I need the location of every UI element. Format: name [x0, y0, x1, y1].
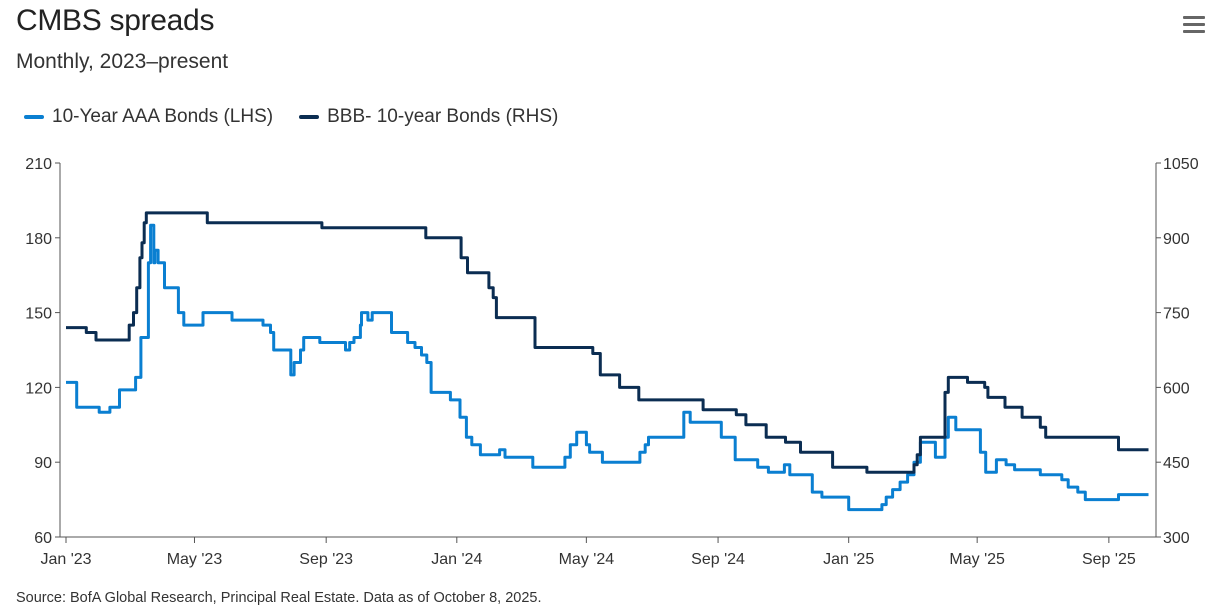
series-line-bbb [66, 211, 1149, 474]
x-tick-label: May '24 [559, 551, 615, 568]
left-tick-label: 120 [25, 380, 52, 397]
left-tick-label: 90 [34, 455, 52, 472]
right-tick-label: 900 [1163, 231, 1190, 248]
chart-subtitle: Monthly, 2023–present [16, 50, 229, 73]
legend: 10-Year AAA Bonds (LHS) BBB- 10-year Bon… [24, 106, 558, 128]
legend-swatch-bbb [299, 115, 320, 119]
chart-title: CMBS spreads [16, 4, 215, 37]
legend-label-bbb: BBB- 10-year Bonds (RHS) [327, 106, 559, 127]
right-tick-label: 600 [1163, 380, 1190, 397]
legend-swatch-aaa [24, 115, 44, 119]
left-tick-label: 180 [25, 231, 52, 248]
x-tick-label: Sep '24 [691, 551, 745, 568]
left-tick-label: 60 [34, 530, 52, 547]
left-tick-label: 150 [25, 306, 52, 323]
series-line-aaa [66, 223, 1149, 512]
legend-item-aaa[interactable]: 10-Year AAA Bonds (LHS) [24, 106, 273, 128]
legend-label-aaa: 10-Year AAA Bonds (LHS) [52, 106, 274, 127]
legend-item-bbb[interactable]: BBB- 10-year Bonds (RHS) [299, 106, 558, 128]
x-tick-label: Jan '23 [40, 551, 91, 568]
x-tick-label: Jan '24 [431, 551, 482, 568]
source-note: Source: BofA Global Research, Principal … [16, 590, 542, 606]
right-tick-label: 750 [1163, 306, 1190, 323]
x-tick-label: May '23 [167, 551, 223, 568]
right-tick-label: 1050 [1163, 156, 1199, 173]
x-tick-label: Jan '25 [823, 551, 874, 568]
left-tick-label: 210 [25, 156, 52, 173]
hamburger-menu-icon[interactable] [1183, 16, 1205, 34]
x-tick-label: Sep '23 [299, 551, 353, 568]
x-tick-label: Sep '25 [1082, 551, 1136, 568]
x-tick-label: May '25 [949, 551, 1005, 568]
right-tick-label: 300 [1163, 530, 1190, 547]
right-tick-label: 450 [1163, 455, 1190, 472]
